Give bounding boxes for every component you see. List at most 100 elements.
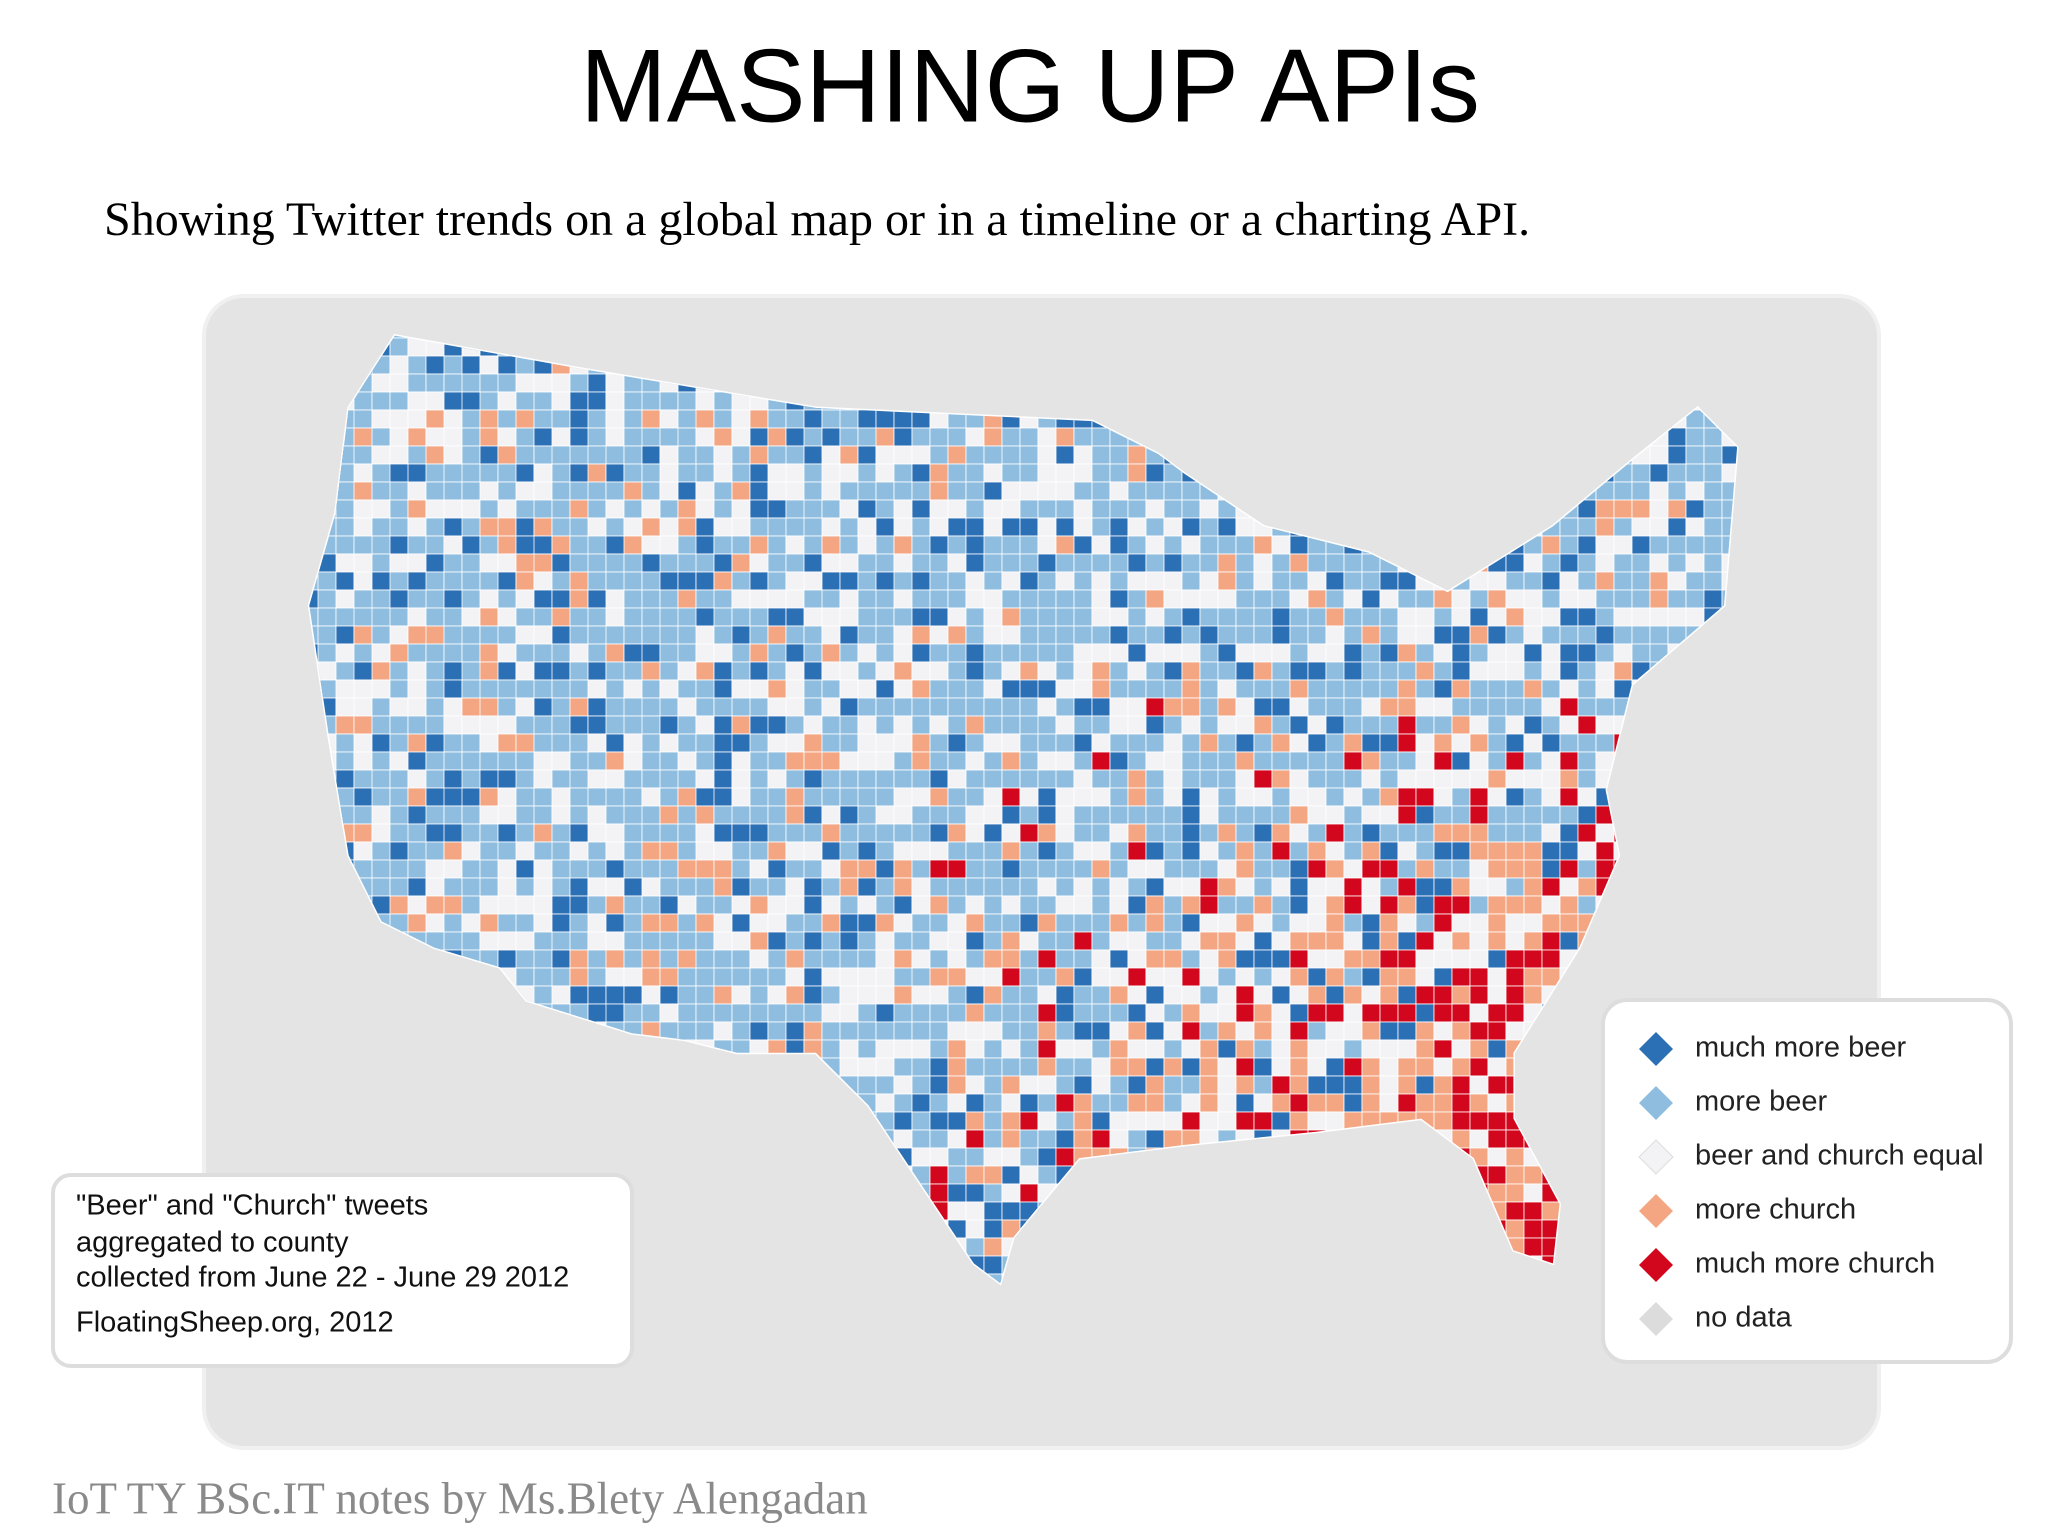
county — [1379, 607, 1399, 627]
county — [1289, 949, 1309, 969]
county — [551, 589, 571, 609]
county — [1487, 679, 1507, 699]
county — [389, 607, 409, 627]
county — [1253, 895, 1273, 915]
county — [1307, 769, 1327, 789]
county — [1271, 769, 1291, 789]
county — [911, 517, 931, 537]
county — [1037, 445, 1057, 465]
county — [353, 841, 373, 861]
county — [731, 913, 751, 933]
county — [1595, 715, 1615, 735]
county — [371, 553, 391, 573]
county — [1397, 607, 1417, 627]
county — [1541, 805, 1561, 825]
county — [1001, 1093, 1021, 1113]
county — [623, 499, 643, 519]
county — [1613, 571, 1633, 591]
county — [1631, 463, 1651, 483]
county — [695, 409, 715, 429]
county — [929, 1147, 949, 1167]
county — [1631, 499, 1651, 519]
county — [821, 985, 841, 1005]
county — [1217, 1039, 1237, 1059]
county — [1361, 823, 1381, 843]
county — [407, 427, 427, 447]
county — [857, 571, 877, 591]
county — [1505, 895, 1525, 915]
county — [1181, 805, 1201, 825]
county — [587, 859, 607, 879]
county — [443, 715, 463, 735]
county — [965, 823, 985, 843]
county — [1019, 751, 1039, 771]
county — [353, 823, 373, 843]
county — [1127, 769, 1147, 789]
county — [623, 895, 643, 915]
county — [1037, 499, 1057, 519]
county — [1055, 1075, 1075, 1095]
county — [1145, 787, 1165, 807]
county — [1271, 859, 1291, 879]
county — [965, 445, 985, 465]
county — [1181, 985, 1201, 1005]
county — [569, 733, 589, 753]
county — [1577, 517, 1597, 537]
county — [1163, 589, 1183, 609]
county — [1217, 1093, 1237, 1113]
county — [1343, 949, 1363, 969]
county — [1037, 859, 1057, 879]
county — [1109, 517, 1129, 537]
county — [1073, 1003, 1093, 1023]
county — [1343, 967, 1363, 987]
county — [659, 625, 679, 645]
county — [731, 949, 751, 969]
county — [713, 589, 733, 609]
county — [1559, 823, 1579, 843]
county — [641, 679, 661, 699]
county — [1343, 1075, 1363, 1095]
county — [1469, 841, 1489, 861]
county — [983, 643, 1003, 663]
county — [1217, 877, 1237, 897]
county — [1595, 643, 1615, 663]
county — [1451, 679, 1471, 699]
county — [677, 499, 697, 519]
county — [893, 841, 913, 861]
county — [605, 679, 625, 699]
county — [785, 553, 805, 573]
county — [1001, 1183, 1021, 1203]
county — [1199, 1093, 1219, 1113]
county — [1091, 1129, 1111, 1149]
county — [1235, 517, 1255, 537]
county — [1343, 1003, 1363, 1023]
county — [1253, 913, 1273, 933]
county — [1289, 895, 1309, 915]
county — [1271, 1111, 1291, 1131]
county — [1361, 643, 1381, 663]
county — [749, 607, 769, 627]
county — [1523, 823, 1543, 843]
county — [533, 499, 553, 519]
county — [1019, 553, 1039, 573]
county — [371, 697, 391, 717]
county — [1559, 913, 1579, 933]
county — [1631, 535, 1651, 555]
county — [1415, 1039, 1435, 1059]
county — [623, 625, 643, 645]
county — [1397, 913, 1417, 933]
county — [1037, 643, 1057, 663]
county — [1325, 643, 1345, 663]
county — [407, 733, 427, 753]
county — [803, 859, 823, 879]
county — [803, 1021, 823, 1041]
county — [695, 697, 715, 717]
county — [425, 913, 445, 933]
county — [1109, 1129, 1129, 1149]
county — [1307, 589, 1327, 609]
county — [875, 553, 895, 573]
county — [839, 1039, 859, 1059]
county — [1559, 553, 1579, 573]
county — [983, 517, 1003, 537]
county — [641, 643, 661, 663]
